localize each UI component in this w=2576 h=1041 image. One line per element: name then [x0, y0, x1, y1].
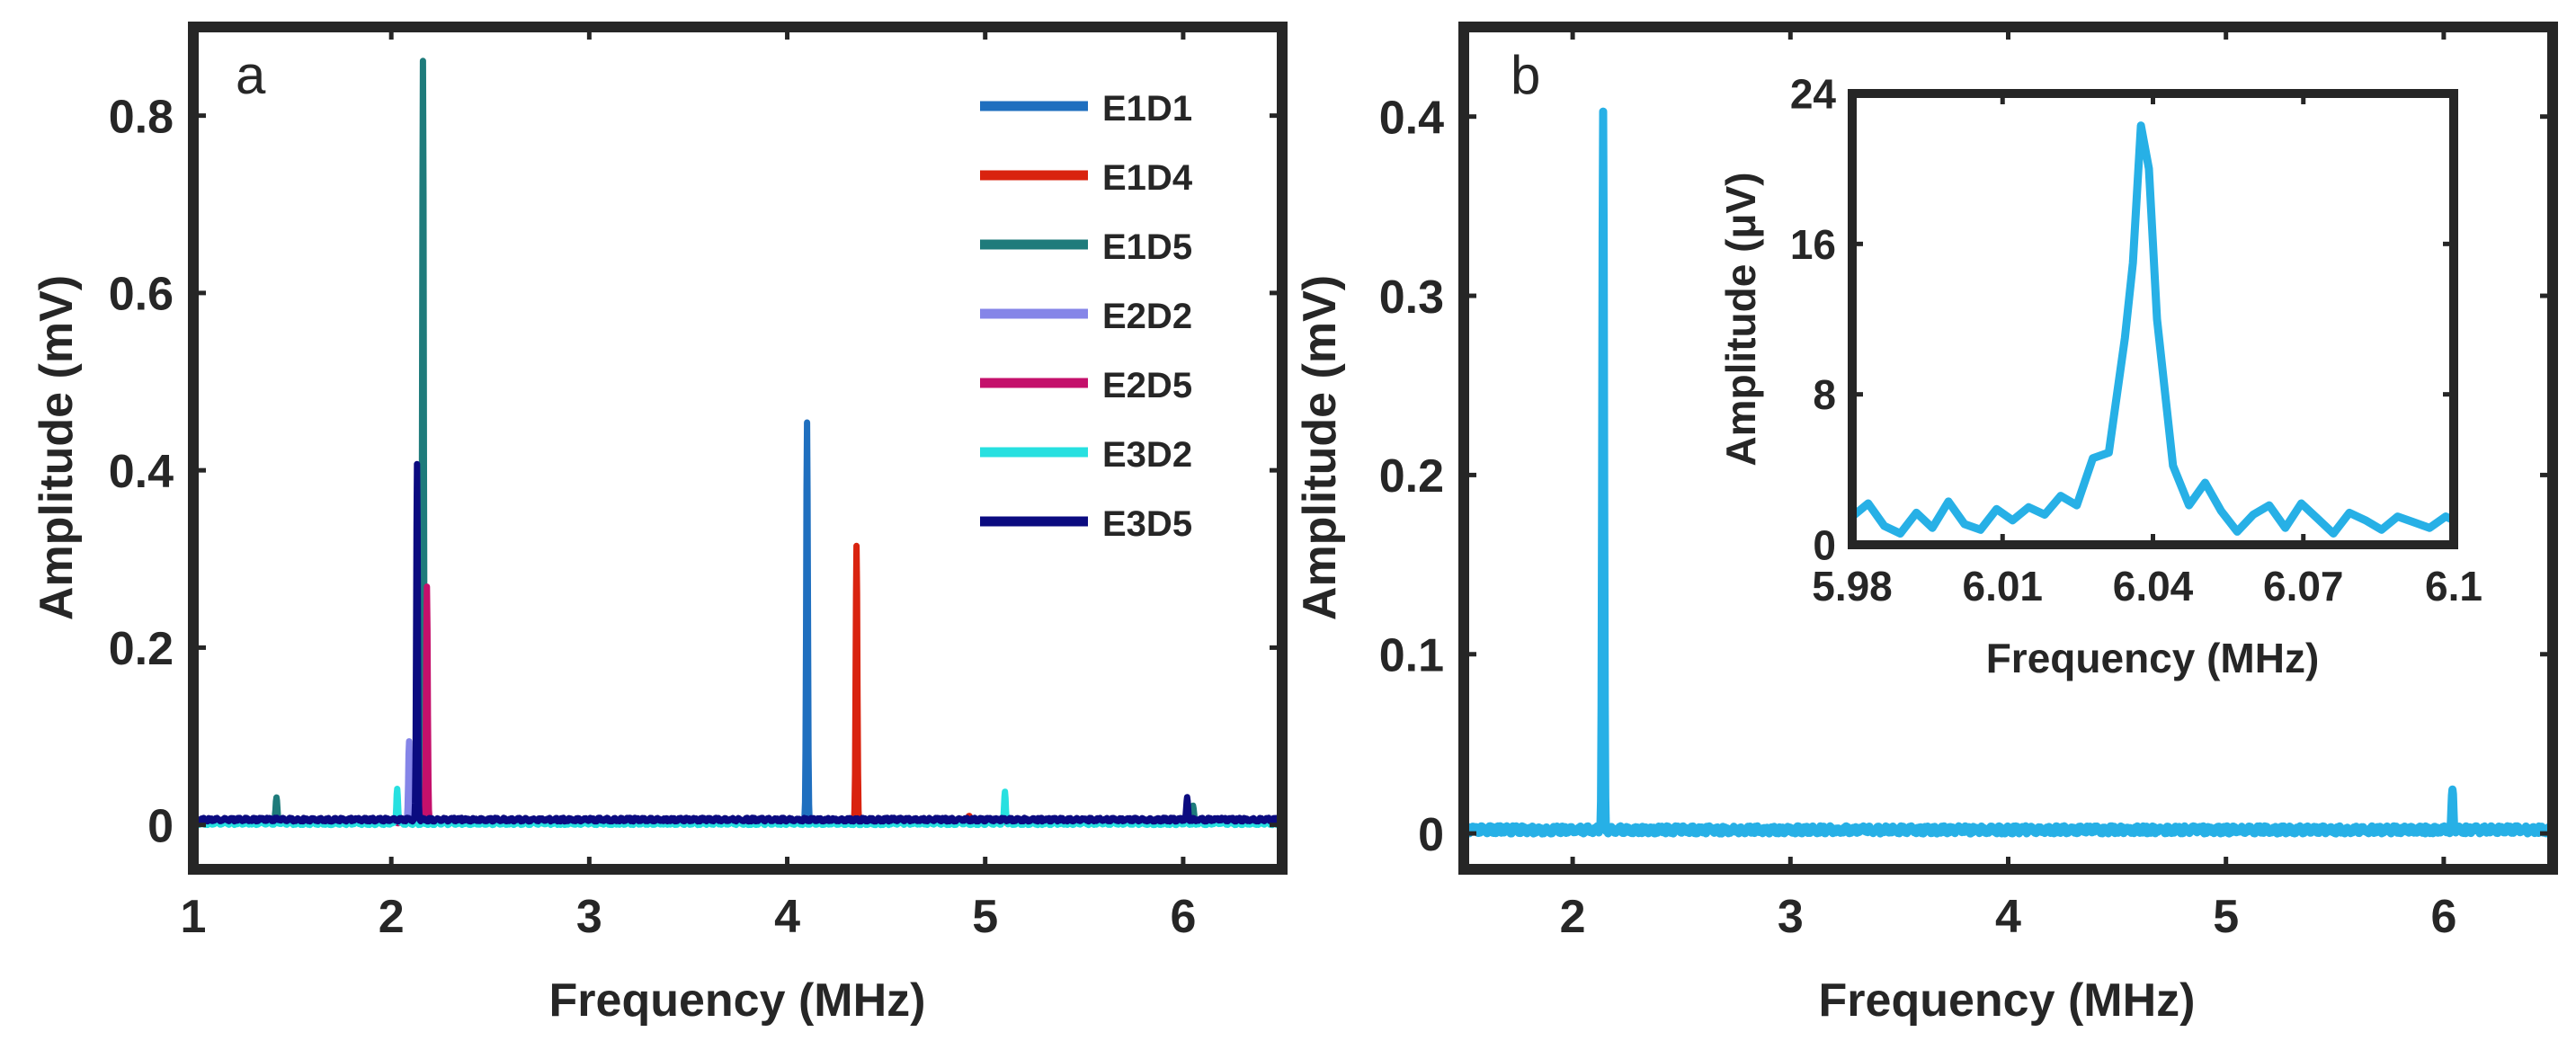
panel-a-x-tick-label: 4 [774, 891, 800, 943]
inset-x-tick-label: 6.1 [2425, 563, 2482, 609]
panel-b-y-tick-label: 0.4 [1379, 92, 1444, 144]
panel-b-x-tick-label: 3 [1778, 891, 1804, 943]
legend-label-e2d5: E2D5 [1102, 366, 1192, 405]
chart-panel-b: 2 3 4 5 6 0 0.1 0.2 0.3 0.4 b Frequency (MHz) Amp… [1294, 22, 2558, 1027]
panel-a-frame [188, 22, 1288, 875]
panel-a-y-tick-label: 0.4 [109, 446, 174, 498]
panel-b-x-axis-label: Frequency (MHz) [1819, 974, 2196, 1027]
panel-a-series-e3d5 [190, 460, 1285, 825]
inset-y-axis-label: Amplitude (μV) [1717, 172, 1764, 466]
legend-label-e1d4: E1D4 [1102, 158, 1193, 198]
panel-a-legend: E1D1 E1D4 E1D5 E2D2 E2D5 E3D2 E3D5 [980, 89, 1193, 544]
panel-b-x-tick-label: 6 [2430, 891, 2456, 943]
legend-label-e2d2: E2D2 [1102, 297, 1192, 336]
panel-a-x-tick-label: 2 [379, 891, 405, 943]
panel-b-y-axis-label: Amplitude (mV) [1294, 275, 1346, 620]
inset-x-axis-label: Frequency (MHz) [1986, 635, 2320, 681]
panel-a-y-axis-label: Amplitude (mV) [31, 275, 83, 620]
inset-y-tick-label: 16 [1790, 221, 1836, 268]
panel-b-y-tick-label: 0.3 [1379, 271, 1444, 324]
panel-a-y-tick-label: 0.6 [109, 269, 174, 321]
legend-label-e1d5: E1D5 [1102, 227, 1192, 267]
panel-b-inset: 5.98 6.01 6.04 6.07 6.1 0 8 16 24 Frequency (MHz… [1717, 71, 2482, 681]
legend-label-e1d1: E1D1 [1102, 89, 1192, 129]
panel-b-y-tick-label: 0 [1418, 809, 1444, 861]
panel-b-x-tick-label: 2 [1560, 891, 1586, 943]
inset-x-tick-label: 6.07 [2263, 563, 2344, 609]
panel-a-x-axis-label: Frequency (MHz) [549, 974, 926, 1027]
panel-b-label: b [1511, 45, 1540, 105]
inset-y-tick-label: 24 [1790, 71, 1837, 118]
inset-x-tick-label: 6.04 [2113, 563, 2194, 609]
panel-a-y-tick-label: 0.2 [109, 623, 174, 675]
inset-y-tick-label: 8 [1813, 371, 1836, 418]
panel-b-x-tick-label: 4 [1995, 891, 2021, 943]
inset-y-tick-label: 0 [1813, 522, 1836, 569]
inset-series-group [1850, 121, 2456, 538]
inset-series-zoom [1850, 121, 2456, 538]
panel-a-x-tick-label: 3 [576, 891, 602, 943]
inset-x-tick-label: 5.98 [1812, 563, 1893, 609]
legend-label-e3d5: E3D5 [1102, 504, 1192, 544]
chart-panel-a: 1 2 3 4 5 6 0 0.2 0.4 0.6 0.8 a Frequency (MHz) Am… [31, 22, 1288, 1027]
legend-label-e3d2: E3D2 [1102, 435, 1192, 475]
panel-a-background [193, 27, 1282, 869]
panel-b-series-group [1459, 107, 2557, 838]
panel-b-y-tick-label: 0.1 [1379, 629, 1444, 681]
panel-a-x-tick-label: 6 [1170, 891, 1196, 943]
panel-a-x-tick-label: 5 [972, 891, 998, 943]
panel-b-series-spectrum [1459, 107, 2557, 838]
panel-a-series-group [190, 58, 1285, 829]
panel-a-label: a [236, 45, 266, 105]
panel-a-x-tick-label: 1 [181, 891, 207, 943]
panel-b-x-tick-label: 5 [2213, 891, 2239, 943]
panel-a-y-tick-label: 0.8 [109, 91, 174, 143]
inset-x-tick-label: 6.01 [1962, 563, 2043, 609]
panel-b-y-tick-label: 0.2 [1379, 450, 1444, 503]
panel-a-y-tick-label: 0 [147, 800, 174, 852]
